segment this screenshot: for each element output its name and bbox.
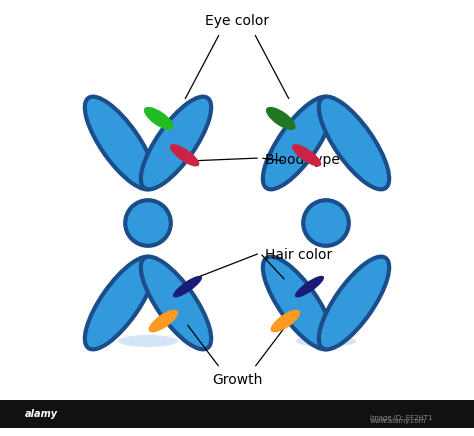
Text: Image ID: EF2HT1: Image ID: EF2HT1 <box>370 415 432 421</box>
Ellipse shape <box>296 335 356 347</box>
Ellipse shape <box>85 257 155 349</box>
Ellipse shape <box>141 97 211 189</box>
Text: Eye color: Eye color <box>205 14 269 28</box>
Ellipse shape <box>263 257 333 349</box>
Text: www.alamy.com: www.alamy.com <box>370 418 427 424</box>
Ellipse shape <box>118 335 178 347</box>
Ellipse shape <box>125 200 171 246</box>
Ellipse shape <box>319 257 389 349</box>
Ellipse shape <box>263 97 333 189</box>
Ellipse shape <box>266 107 296 130</box>
Text: alamy: alamy <box>25 409 58 419</box>
Ellipse shape <box>148 310 178 332</box>
Bar <box>0 400 474 428</box>
Ellipse shape <box>319 97 389 189</box>
Ellipse shape <box>292 144 321 167</box>
Text: Growth: Growth <box>212 373 262 387</box>
Ellipse shape <box>173 276 202 297</box>
Ellipse shape <box>144 107 173 130</box>
Ellipse shape <box>271 310 300 332</box>
Ellipse shape <box>85 97 155 189</box>
Text: Hair color: Hair color <box>265 248 332 262</box>
Ellipse shape <box>303 200 349 246</box>
Ellipse shape <box>295 276 324 297</box>
Ellipse shape <box>141 257 211 349</box>
Ellipse shape <box>170 144 200 167</box>
Text: Blood type: Blood type <box>265 153 340 167</box>
